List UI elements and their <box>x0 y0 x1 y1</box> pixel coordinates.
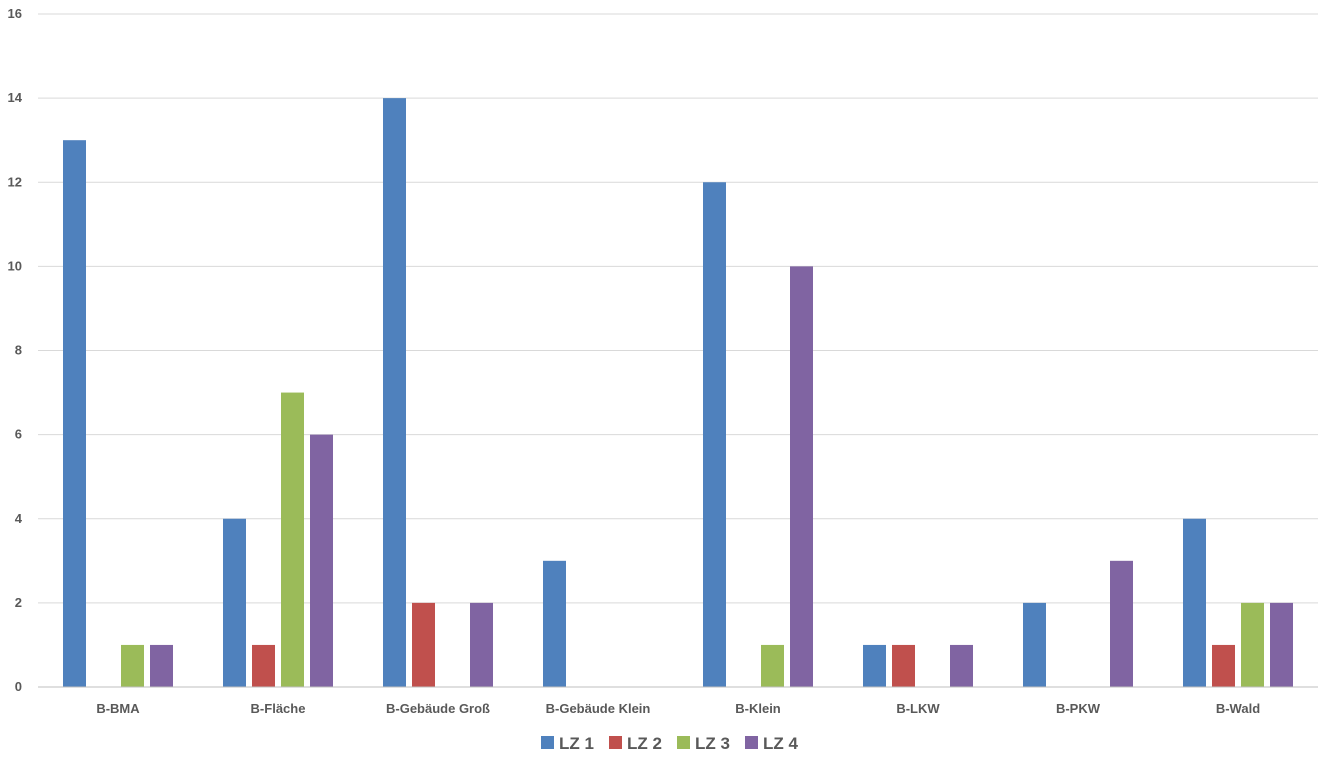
legend-label: LZ 2 <box>627 734 662 753</box>
x-axis-category-labels: B-BMA B-Fläche B-Gebäude Groß B-Gebäude Kle… <box>96 701 1260 716</box>
y-axis-tick-labels: 0 2 4 6 8 10 12 14 16 <box>8 6 23 694</box>
bar-lz2-b-fläche <box>252 644 275 687</box>
x-category-label: B-BMA <box>96 701 140 716</box>
bar-lz1-b-gebäude-groß <box>383 98 406 687</box>
bar-lz4-b-pkw <box>1110 560 1133 687</box>
y-tick-label: 8 <box>15 343 22 358</box>
bar-lz3-b-klein <box>761 644 784 687</box>
y-tick-label: 16 <box>8 6 22 21</box>
bar-lz4-b-wald <box>1270 602 1293 687</box>
bar-lz3-b-wald <box>1241 602 1264 687</box>
x-category-label: B-Fläche <box>251 701 306 716</box>
x-category-label: B-Gebäude Klein <box>546 701 651 716</box>
x-category-label: B-LKW <box>896 701 940 716</box>
bar-lz1-b-wald <box>1183 518 1206 687</box>
legend-label: LZ 3 <box>695 734 730 753</box>
bar-lz1-b-bma <box>63 140 86 687</box>
bar-lz1-b-lkw <box>863 644 886 687</box>
y-tick-label: 2 <box>15 595 22 610</box>
bar-lz4-b-bma <box>150 644 173 687</box>
bar-lz3-b-fläche <box>281 392 304 687</box>
legend-label: LZ 1 <box>559 734 594 753</box>
bar-lz1-b-gebäude-klein <box>543 560 566 687</box>
bar-lz2-b-wald <box>1212 644 1235 687</box>
y-tick-label: 6 <box>15 427 22 442</box>
x-category-label: B-Wald <box>1216 701 1260 716</box>
bar-lz1-b-klein <box>703 182 726 687</box>
y-tick-label: 10 <box>8 258 22 273</box>
legend-swatch <box>677 736 690 749</box>
y-tick-label: 14 <box>8 90 23 105</box>
gridlines <box>38 13 1318 604</box>
legend-swatch <box>609 736 622 749</box>
bar-lz4-b-gebäude-groß <box>470 602 493 687</box>
legend: LZ 1 LZ 2 LZ 3 LZ 4 <box>541 734 798 753</box>
bar-lz2-b-gebäude-groß <box>412 602 435 687</box>
x-category-label: B-PKW <box>1056 701 1101 716</box>
x-category-label: B-Gebäude Groß <box>386 701 490 716</box>
bar-lz4-b-fläche <box>310 434 333 687</box>
bar-lz1-b-pkw <box>1023 602 1046 687</box>
y-tick-label: 0 <box>15 679 22 694</box>
y-tick-label: 12 <box>8 174 22 189</box>
legend-swatch <box>745 736 758 749</box>
bar-lz4-b-lkw <box>950 644 973 687</box>
legend-label: LZ 4 <box>763 734 798 753</box>
bar-lz4-b-klein <box>790 266 813 687</box>
bar-lz2-b-lkw <box>892 644 915 687</box>
bar-lz1-b-fläche <box>223 518 246 687</box>
bars <box>63 98 1293 687</box>
x-category-label: B-Klein <box>735 701 781 716</box>
bar-lz3-b-bma <box>121 644 144 687</box>
y-tick-label: 4 <box>15 511 23 526</box>
legend-swatch <box>541 736 554 749</box>
